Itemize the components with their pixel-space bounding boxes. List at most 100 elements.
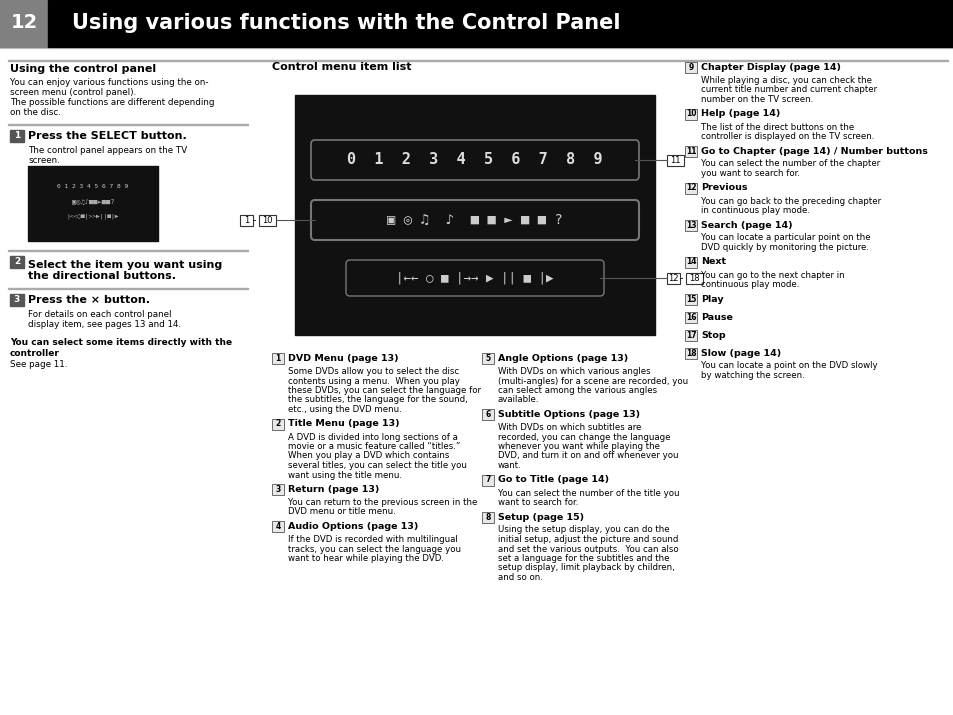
Text: 7: 7: [485, 475, 490, 485]
Text: You can locate a particular point on the: You can locate a particular point on the: [700, 234, 870, 242]
Bar: [685, 273, 702, 284]
Text: 11: 11: [670, 156, 680, 165]
Bar: [0, 47, 953, 48]
Text: A DVD is divided into long sections of a: A DVD is divided into long sections of a: [288, 433, 457, 441]
Text: screen menu (control panel).: screen menu (control panel).: [10, 88, 136, 97]
Text: 17: 17: [685, 330, 696, 340]
Text: 12: 12: [685, 184, 696, 192]
Text: current title number and current chapter: current title number and current chapter: [700, 86, 876, 94]
Text: initial setup, adjust the picture and sound: initial setup, adjust the picture and so…: [497, 535, 678, 544]
Bar: [684, 145, 697, 157]
Text: Some DVDs allow you to select the disc: Some DVDs allow you to select the disc: [288, 367, 458, 376]
Text: You can go to the next chapter in: You can go to the next chapter in: [700, 270, 843, 280]
Bar: [481, 511, 494, 523]
Text: 10: 10: [261, 216, 272, 225]
Text: For details on each control panel: For details on each control panel: [28, 310, 172, 319]
Text: Previous: Previous: [700, 184, 747, 192]
Text: 6: 6: [485, 410, 490, 419]
Text: Angle Options (page 13): Angle Options (page 13): [497, 354, 628, 363]
Text: available.: available.: [497, 395, 539, 405]
Text: 8: 8: [485, 513, 490, 521]
Text: setup display, limit playback by children,: setup display, limit playback by childre…: [497, 563, 674, 573]
Text: you want to search for.: you want to search for.: [700, 169, 800, 178]
Text: movie or a music feature called “titles.”: movie or a music feature called “titles.…: [288, 442, 460, 451]
Text: and so on.: and so on.: [497, 573, 542, 582]
Text: Audio Options (page 13): Audio Options (page 13): [288, 522, 418, 531]
Bar: [10, 130, 24, 142]
Text: You can select some items directly with the: You can select some items directly with …: [10, 338, 232, 347]
Text: Using the control panel: Using the control panel: [10, 64, 156, 74]
Bar: [666, 273, 679, 284]
FancyBboxPatch shape: [346, 260, 603, 296]
Text: |←← ○ ■ |→→ ▶ || ■ |▶: |←← ○ ■ |→→ ▶ || ■ |▶: [395, 272, 553, 285]
Text: Press the SELECT button.: Press the SELECT button.: [28, 131, 187, 141]
FancyBboxPatch shape: [311, 200, 639, 240]
Text: DVD menu or title menu.: DVD menu or title menu.: [288, 508, 395, 516]
Text: The possible functions are different depending: The possible functions are different dep…: [10, 98, 214, 107]
Text: You can locate a point on the DVD slowly: You can locate a point on the DVD slowly: [700, 362, 877, 370]
Text: the subtitles, the language for the sound,: the subtitles, the language for the soun…: [288, 395, 467, 405]
Text: |<<○■|>>▶||■|▶: |<<○■|>>▶||■|▶: [67, 213, 119, 219]
Text: The list of the direct buttons on the: The list of the direct buttons on the: [700, 122, 853, 132]
Text: 16: 16: [685, 312, 696, 322]
Bar: [684, 257, 697, 267]
Text: Search (page 14): Search (page 14): [700, 220, 792, 230]
Bar: [10, 256, 24, 268]
Bar: [272, 353, 284, 364]
Bar: [481, 353, 494, 364]
Text: You can enjoy various functions using the on-: You can enjoy various functions using th…: [10, 78, 209, 87]
Text: 12: 12: [10, 14, 37, 32]
Text: whenever you want while playing the: whenever you want while playing the: [497, 442, 659, 451]
Text: Title Menu (page 13): Title Menu (page 13): [288, 420, 399, 428]
Text: continuous play mode.: continuous play mode.: [700, 280, 799, 289]
Text: The control panel appears on the TV: The control panel appears on the TV: [28, 146, 187, 155]
Text: can select among the various angles: can select among the various angles: [497, 386, 657, 395]
Text: recorded, you can change the language: recorded, you can change the language: [497, 433, 670, 441]
Text: With DVDs on which subtitles are: With DVDs on which subtitles are: [497, 423, 640, 432]
Text: If the DVD is recorded with multilingual: If the DVD is recorded with multilingual: [288, 535, 457, 544]
Text: Play: Play: [700, 295, 723, 303]
Bar: [666, 155, 683, 166]
Bar: [28, 166, 158, 241]
Text: 18: 18: [685, 348, 696, 358]
Text: 1: 1: [275, 354, 280, 363]
Text: See page 11.: See page 11.: [10, 360, 68, 369]
Text: 2: 2: [275, 420, 280, 428]
Text: 13: 13: [685, 220, 696, 230]
Text: screen.: screen.: [28, 156, 60, 165]
Bar: [684, 62, 697, 73]
Text: DVD quickly by monitoring the picture.: DVD quickly by monitoring the picture.: [700, 243, 868, 252]
Text: DVD Menu (page 13): DVD Menu (page 13): [288, 354, 398, 363]
Text: Next: Next: [700, 257, 725, 267]
Text: 4: 4: [275, 522, 280, 531]
Text: on the disc.: on the disc.: [10, 108, 61, 117]
Bar: [258, 215, 275, 226]
Text: 12: 12: [667, 274, 678, 283]
Bar: [272, 521, 284, 532]
Bar: [684, 182, 697, 194]
Bar: [272, 484, 284, 495]
Bar: [10, 294, 24, 306]
Text: You can select the number of the title you: You can select the number of the title y…: [497, 488, 679, 498]
Text: 11: 11: [685, 147, 696, 155]
Text: You can go back to the preceding chapter: You can go back to the preceding chapter: [700, 197, 881, 205]
Text: display item, see pages 13 and 14.: display item, see pages 13 and 14.: [28, 320, 181, 329]
Bar: [481, 409, 494, 420]
Bar: [684, 312, 697, 322]
Bar: [294, 95, 655, 335]
Text: 15: 15: [685, 295, 696, 303]
Text: number on the TV screen.: number on the TV screen.: [700, 95, 812, 104]
Bar: [684, 347, 697, 358]
Text: ▣◎♫♪■■►■■?: ▣◎♫♪■■►■■?: [71, 199, 114, 205]
Text: controller: controller: [10, 349, 60, 358]
Text: Setup (page 15): Setup (page 15): [497, 513, 583, 521]
Bar: [684, 109, 697, 119]
Text: 2: 2: [14, 257, 20, 267]
Text: Stop: Stop: [700, 330, 725, 340]
Bar: [684, 330, 697, 340]
Text: 3: 3: [275, 485, 280, 494]
FancyBboxPatch shape: [311, 140, 639, 180]
Text: several titles, you can select the title you: several titles, you can select the title…: [288, 461, 466, 470]
Text: want using the title menu.: want using the title menu.: [288, 470, 401, 480]
Text: Slow (page 14): Slow (page 14): [700, 348, 781, 358]
